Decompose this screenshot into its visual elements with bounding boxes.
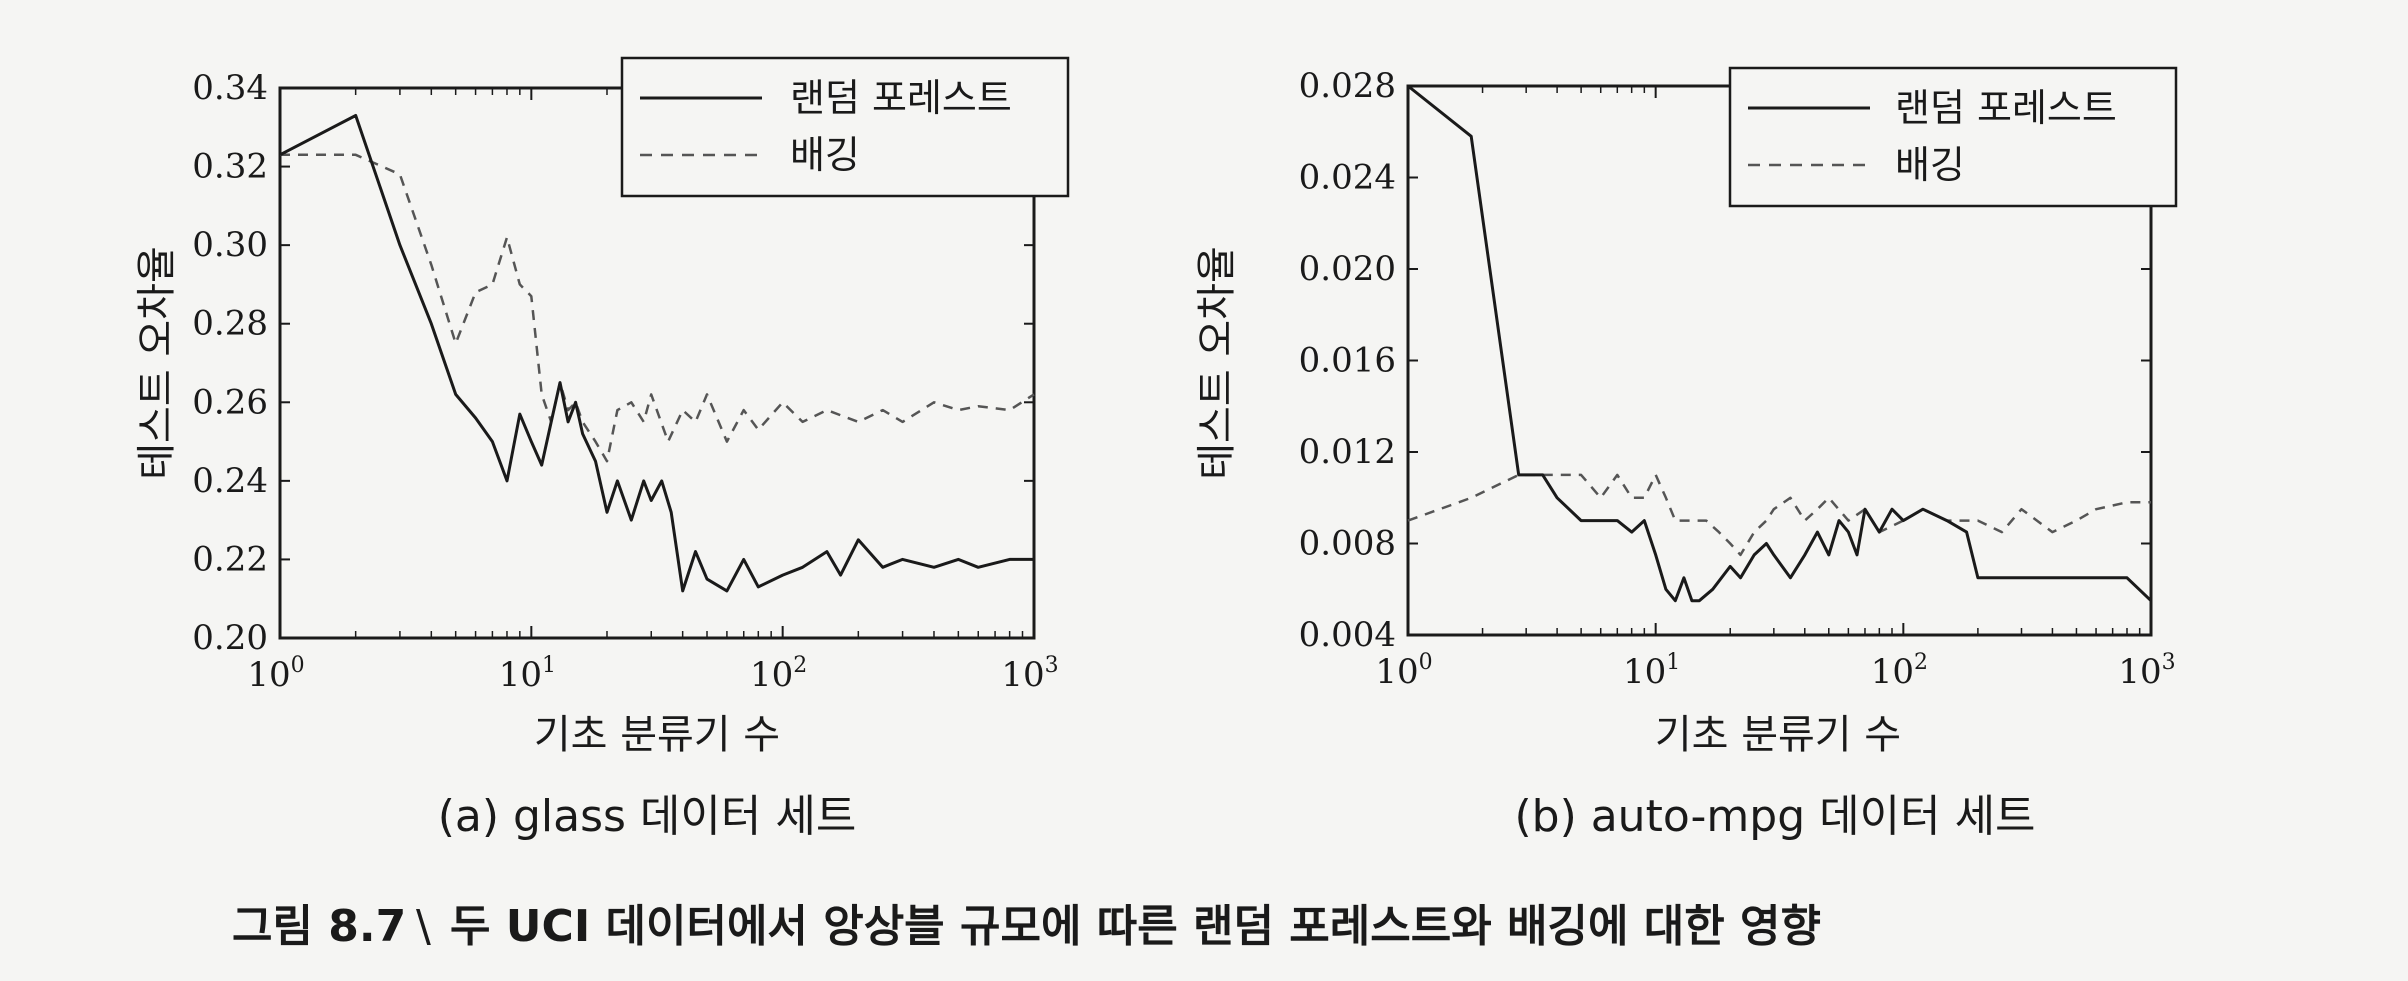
y-tick-label: 0.004 bbox=[1299, 615, 1396, 655]
y-tick-label: 0.008 bbox=[1299, 524, 1396, 564]
y-tick-label: 0.26 bbox=[192, 382, 268, 422]
y-tick-label: 0.32 bbox=[192, 147, 268, 187]
x-tick-labels: 100 101 102 103 bbox=[1375, 650, 2175, 692]
legend: 랜덤 포레스트 배깅 bbox=[620, 56, 1070, 198]
series-line-random-forest bbox=[279, 114, 1034, 593]
legend-box bbox=[620, 56, 1070, 198]
x-tick-label: 103 bbox=[1001, 653, 1058, 695]
y-tick-label: 0.020 bbox=[1299, 249, 1396, 289]
chart-glass: 0.200.220.240.260.280.300.320.34 100 101 1… bbox=[134, 56, 1070, 842]
y-tick-labels: 0.004 0.008 0.012 0.016 0.020 0.024 0.028 bbox=[1299, 66, 1396, 655]
x-tick-label: 101 bbox=[1623, 650, 1680, 692]
legend-label-random-forest: 랜덤 포레스트 bbox=[1895, 86, 2117, 130]
caption-text: 두 UCI 데이터에서 앙상블 규모에 따른 랜덤 포레스트와 배깅에 대한 영… bbox=[450, 901, 1821, 952]
caption-separator: \ bbox=[416, 901, 431, 952]
y-tick-label: 0.24 bbox=[192, 461, 268, 501]
y-tick-label: 0.024 bbox=[1299, 158, 1396, 198]
legend-label-bagging: 배깅 bbox=[790, 133, 860, 177]
x-tick-label: 101 bbox=[499, 653, 556, 695]
legend-box bbox=[1728, 66, 2178, 208]
series-layer bbox=[1407, 84, 2153, 603]
x-tick-labels: 100 101 102 103 bbox=[247, 653, 1058, 695]
y-tick-label: 0.028 bbox=[1299, 66, 1396, 106]
series-line-random-forest bbox=[1407, 84, 2153, 603]
y-tick-labels: 0.20 0.22 0.24 0.26 0.28 0.30 0.32 0.34 bbox=[192, 68, 268, 658]
y-tick-label: 0.012 bbox=[1299, 432, 1396, 472]
y-tick-label: 0.016 bbox=[1299, 341, 1396, 381]
y-tick-label: 0.20 bbox=[192, 618, 268, 658]
subcaption: (b) auto-mpg 데이터 세트 bbox=[1514, 791, 2035, 842]
subcaption: (a) glass 데이터 세트 bbox=[438, 791, 857, 842]
x-tick-label: 100 bbox=[1375, 650, 1432, 692]
x-axis-label: 기초 분류기 수 bbox=[534, 712, 780, 758]
legend-label-random-forest: 랜덤 포레스트 bbox=[790, 76, 1012, 120]
series-line-bagging bbox=[1407, 473, 2151, 557]
y-axis-label: 테스트 오차율 bbox=[134, 246, 180, 480]
caption-label: 그림 8.7 bbox=[232, 901, 406, 952]
figure-caption: 그림 8.7 \ 두 UCI 데이터에서 앙상블 규모에 따른 랜덤 포레스트와… bbox=[232, 901, 1821, 952]
legend: 랜덤 포레스트 배깅 bbox=[1728, 66, 2178, 208]
x-tick-label: 102 bbox=[750, 653, 807, 695]
y-tick-label: 0.30 bbox=[192, 225, 268, 265]
x-tick-label: 100 bbox=[247, 653, 304, 695]
y-tick-label: 0.34 bbox=[192, 68, 268, 108]
y-tick-label: 0.22 bbox=[192, 539, 268, 579]
series-line-bagging bbox=[280, 153, 1035, 463]
x-axis-label: 기초 분류기 수 bbox=[1655, 712, 1901, 758]
y-tick-label: 0.28 bbox=[192, 304, 268, 344]
y-axis-label: 테스트 오차율 bbox=[1194, 246, 1240, 480]
series-layer bbox=[279, 114, 1035, 593]
legend-label-bagging: 배깅 bbox=[1895, 143, 1965, 187]
x-tick-label: 103 bbox=[2118, 650, 2175, 692]
x-tick-label: 102 bbox=[1871, 650, 1928, 692]
